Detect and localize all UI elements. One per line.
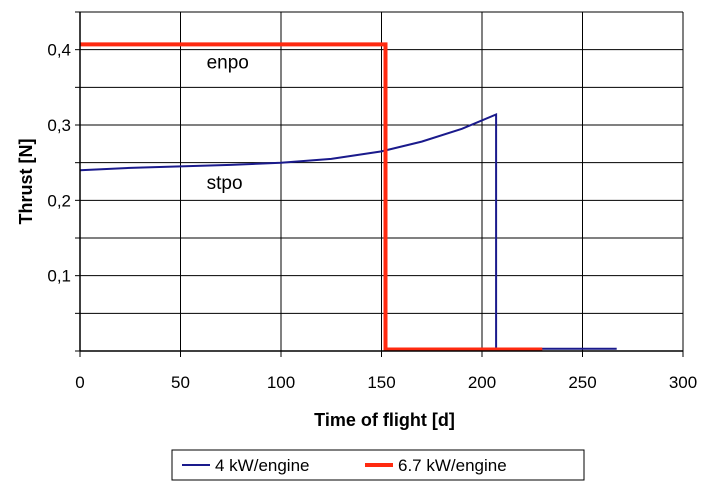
annotation-enpo: enpo	[207, 53, 249, 74]
y-axis-title: Thrust [N]	[16, 139, 36, 225]
x-tick-label: 0	[75, 373, 84, 392]
x-tick-label: 300	[669, 373, 697, 392]
grid	[79, 11, 684, 351]
series-line-1	[79, 112, 617, 350]
x-tick-label: 100	[267, 373, 295, 392]
y-tick-label: 0,1	[47, 267, 71, 286]
y-tick-label: 0,3	[47, 116, 71, 135]
axes	[75, 11, 684, 357]
x-tick-label: 50	[171, 373, 190, 392]
x-axis-title: Time of flight [d]	[314, 410, 455, 430]
x-tick-label: 250	[568, 373, 596, 392]
series-layer	[79, 42, 617, 352]
annotation-stpo: stpo	[207, 173, 243, 194]
y-tick-label: 0,4	[47, 41, 71, 60]
x-tick-label: 150	[367, 373, 395, 392]
y-tick-label: 0,2	[47, 191, 71, 210]
x-tick-label: 200	[468, 373, 496, 392]
legend-label-1: 4 kW/engine	[215, 456, 310, 475]
series-line-2	[80, 42, 543, 352]
legend: 4 kW/engine 6.7 kW/engine	[171, 449, 585, 481]
labels: 0 50 100 150 200 250 300 0,1 0,2 0,3 0,4 enpo stpo	[47, 41, 697, 392]
legend-label-2: 6.7 kW/engine	[398, 456, 507, 475]
